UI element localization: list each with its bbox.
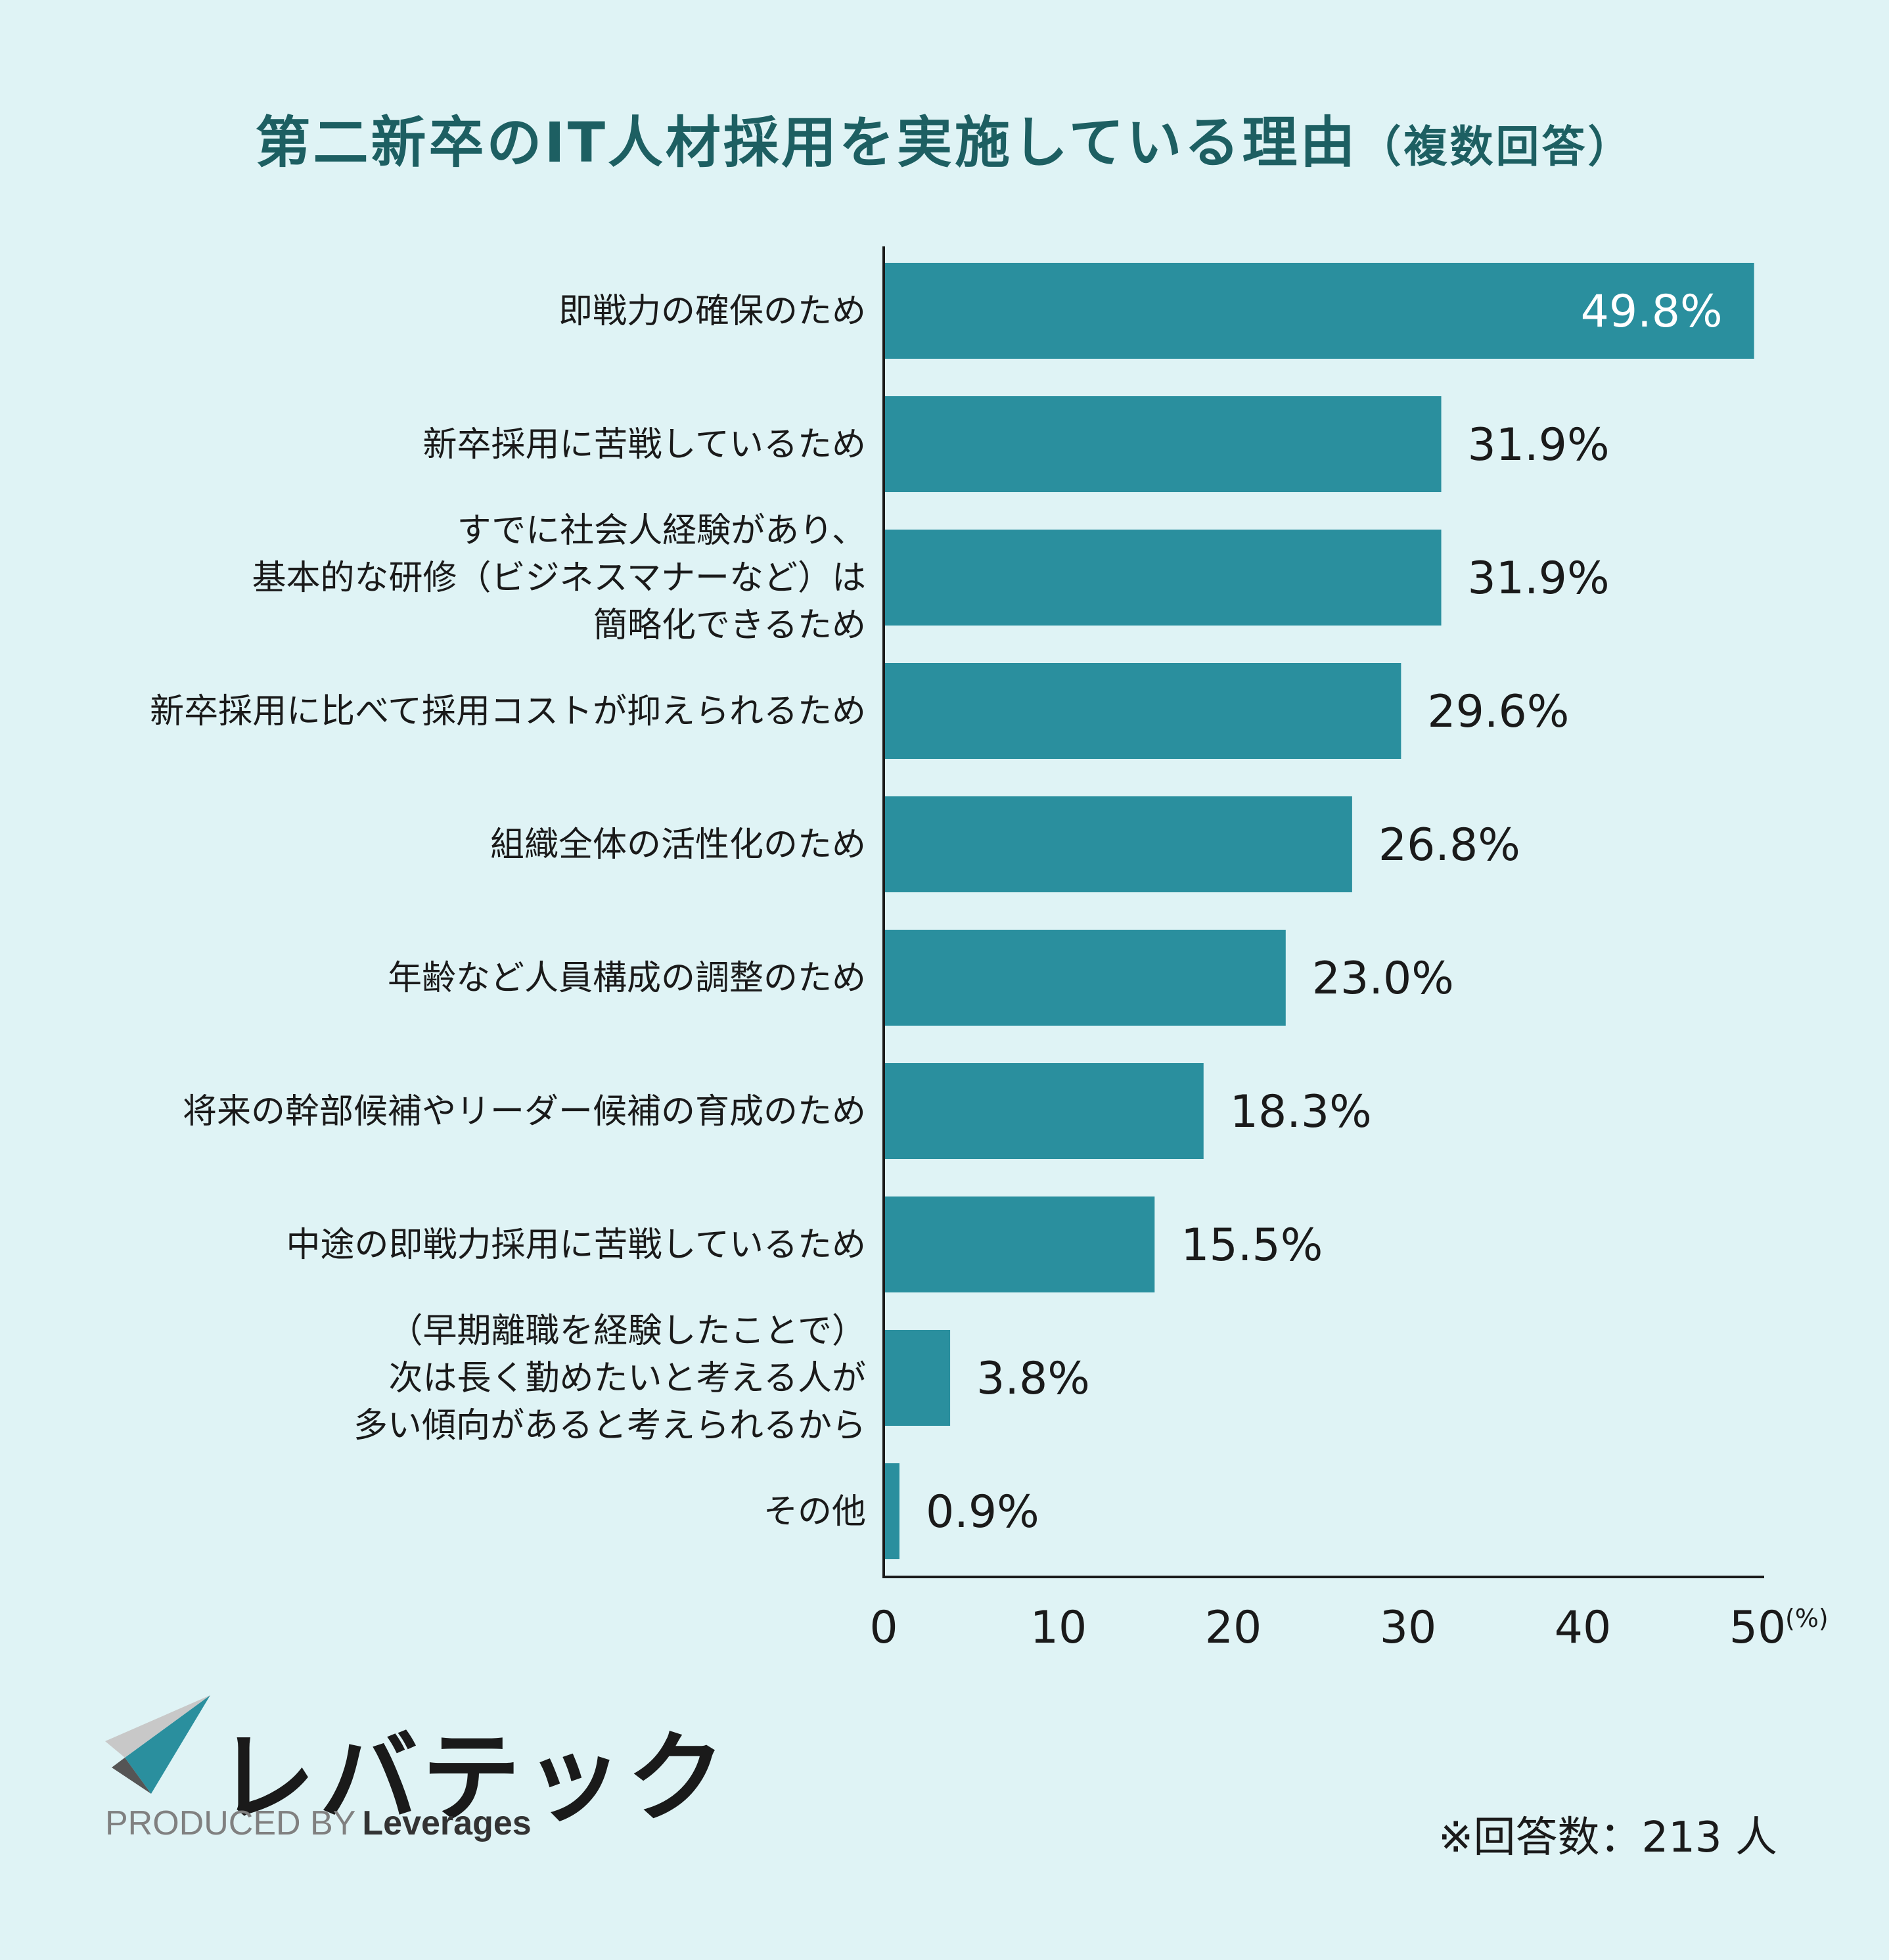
chart-title-sub: （複数回答） <box>1357 122 1634 172</box>
value-label: 18.3% <box>1230 1086 1372 1138</box>
logo-text: レバテック <box>217 1721 730 1836</box>
bar <box>884 796 1352 892</box>
x-tick-label: 50 <box>1729 1602 1787 1654</box>
category-label: （早期離職を経験したことで） <box>389 1311 866 1351</box>
x-tick-label: 30 <box>1380 1602 1437 1654</box>
category-label: 新卒採用に比べて採用コストが抑えられるため <box>150 692 866 731</box>
bar-chart: 49.8% 即戦力の確保のため 31.9% 新卒採用に苦戦しているため 31.9% すでに… <box>150 246 1829 1654</box>
x-tick-label: 0 <box>869 1602 898 1654</box>
category-label: 次は長く勤めたいと考える人が <box>389 1359 866 1398</box>
bar <box>884 396 1442 492</box>
value-label: 15.5% <box>1181 1219 1323 1271</box>
x-tick-label: 20 <box>1205 1602 1262 1654</box>
leverages-logo-icon <box>105 1695 210 1794</box>
bar <box>884 1063 1204 1159</box>
bar <box>884 530 1442 626</box>
value-label: 49.8% <box>1581 286 1723 338</box>
value-label: 23.0% <box>1312 953 1454 1005</box>
value-label: 31.9% <box>1468 553 1610 604</box>
value-label: 29.6% <box>1427 686 1569 738</box>
chart-title: 第二新卒のIT人材採用を実施している理由（複数回答） <box>0 99 1889 178</box>
category-label: 基本的な研修（ビジネスマナーなど）は <box>252 558 866 598</box>
category-label: 将来の幹部候補やリーダー候補の育成のため <box>183 1092 866 1131</box>
bar <box>884 1330 951 1426</box>
bar <box>884 1463 899 1559</box>
x-unit-label: (%) <box>1785 1604 1829 1633</box>
category-label: 年齢など人員構成の調整のため <box>388 959 866 998</box>
bar <box>884 663 1401 759</box>
category-label: すでに社会人経験があり、 <box>457 511 866 551</box>
bar <box>884 930 1286 1026</box>
category-label: 簡略化できるため <box>593 606 866 645</box>
category-label: 中途の即戦力採用に苦戦しているため <box>286 1225 866 1265</box>
bar <box>884 1197 1155 1292</box>
category-label: 新卒採用に苦戦しているため <box>423 425 866 465</box>
x-tick-label: 10 <box>1030 1602 1087 1654</box>
chart-title-main: 第二新卒のIT人材採用を実施している理由 <box>255 110 1358 175</box>
category-label: 即戦力の確保のため <box>558 292 866 331</box>
x-tick-label: 40 <box>1555 1602 1612 1654</box>
respondent-note: ※回答数：213 人 <box>1438 1813 1777 1862</box>
category-label: 多い傾向があると考えられるから <box>353 1406 866 1446</box>
produced-by-label: PRODUCED BY <box>105 1804 356 1842</box>
value-label: 31.9% <box>1468 419 1610 471</box>
produced-by: PRODUCED BY Leverages <box>105 1804 532 1843</box>
brand-name: Leverages <box>362 1804 532 1842</box>
value-label: 26.8% <box>1378 819 1520 871</box>
value-label: 0.9% <box>926 1486 1039 1538</box>
category-label: その他 <box>763 1492 866 1532</box>
category-label: 組織全体の活性化のため <box>490 825 866 865</box>
bar <box>884 263 1754 359</box>
value-label: 3.8% <box>976 1353 1090 1405</box>
